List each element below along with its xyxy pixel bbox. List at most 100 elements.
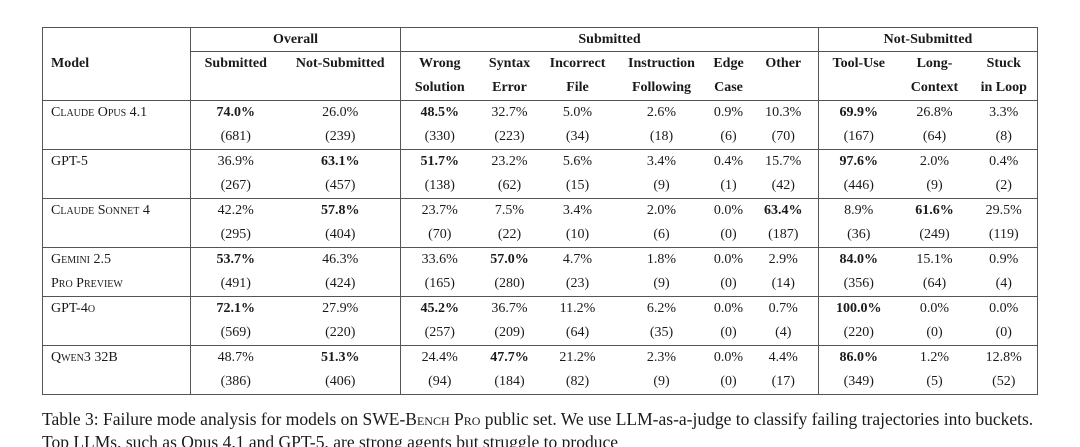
value: (220) bbox=[325, 325, 356, 340]
cell-line: (1) bbox=[712, 174, 746, 198]
value: 4.7% bbox=[562, 252, 593, 267]
cell-line: (0) bbox=[712, 272, 746, 296]
data-cell: 72.1% (569) bbox=[191, 297, 281, 346]
cell-line: (446) bbox=[822, 174, 896, 198]
value: 24.4% bbox=[421, 350, 458, 365]
cell-line: 5.0% bbox=[544, 101, 612, 125]
value: 4.4% bbox=[768, 350, 798, 365]
cell-line: 0.9% bbox=[974, 248, 1035, 272]
bold-value: 72.1% bbox=[216, 301, 256, 316]
bold-value: 47.7% bbox=[490, 350, 529, 365]
cell-line: (17) bbox=[752, 370, 816, 394]
data-cell: 8.9% (36) bbox=[819, 199, 899, 248]
value: 6.2% bbox=[646, 301, 677, 316]
header-line: Following bbox=[631, 80, 692, 95]
cell-line: 6.2% bbox=[618, 297, 706, 321]
value: 0.4% bbox=[989, 154, 1019, 169]
value: (239) bbox=[325, 129, 356, 144]
value: (5) bbox=[926, 374, 943, 389]
cell-line: 0.0% bbox=[712, 297, 746, 321]
cell-line: 2.0% bbox=[618, 199, 706, 223]
data-cell: 69.9% (167) bbox=[819, 101, 899, 150]
cell-line: (406) bbox=[284, 370, 398, 394]
data-cell: 0.0% (0) bbox=[709, 199, 749, 248]
cell-line: 36.9% bbox=[194, 150, 278, 174]
value: (23) bbox=[565, 276, 590, 291]
header-line: Not-Submitted bbox=[295, 56, 385, 71]
bold-value: 53.7% bbox=[216, 252, 256, 267]
data-cell: 36.9% (267) bbox=[191, 150, 281, 199]
data-cell: 0.0% (0) bbox=[709, 248, 749, 297]
cell-line: (424) bbox=[284, 272, 398, 296]
model-cell: GPT-4o bbox=[42, 296, 191, 346]
data-cell: 0.0% (0) bbox=[970, 296, 1038, 346]
cell-line: 0.0% bbox=[902, 297, 968, 321]
value: (681) bbox=[220, 129, 251, 144]
model-cell: Gemini 2.5 Pro Preview bbox=[42, 247, 191, 297]
model-name: Gemini 2.5 bbox=[51, 252, 111, 267]
cell-line: 5.6% bbox=[544, 150, 612, 174]
data-cell: 6.2% (35) bbox=[615, 297, 709, 346]
cell-line: 8.9% bbox=[822, 199, 896, 223]
value: (15) bbox=[565, 178, 590, 193]
bold-value: 100.0% bbox=[836, 301, 882, 316]
cell-line: 97.6% bbox=[822, 150, 896, 174]
value: 26.0% bbox=[322, 105, 359, 120]
value: 7.5% bbox=[494, 203, 525, 218]
data-cell: 4.4% (17) bbox=[748, 345, 819, 395]
cell-line: 69.9% bbox=[822, 101, 896, 125]
column-header: Submitted bbox=[191, 52, 281, 101]
cell-line: 51.3% bbox=[284, 346, 398, 370]
cell-line: 0.4% bbox=[712, 150, 746, 174]
header-line: Case bbox=[714, 80, 743, 95]
bold-value: 57.0% bbox=[490, 252, 529, 267]
cell-line: (5) bbox=[902, 370, 968, 394]
column-header: Not-Submitted bbox=[280, 51, 401, 101]
data-cell: 3.4% (10) bbox=[541, 199, 615, 248]
data-cell: 57.8% (404) bbox=[280, 198, 401, 248]
cell-line: 2.9% bbox=[752, 248, 816, 272]
value: (330) bbox=[424, 129, 455, 144]
cell-line: (6) bbox=[618, 223, 706, 247]
cell-line: 47.7% bbox=[482, 346, 538, 370]
cell-line: 4.7% bbox=[544, 248, 612, 272]
cell-line: 33.6% bbox=[404, 248, 476, 272]
header-line: Long- bbox=[916, 56, 953, 71]
data-cell: 0.0% (0) bbox=[899, 297, 971, 346]
data-cell: 63.4% (187) bbox=[748, 198, 819, 248]
value: (9) bbox=[926, 178, 943, 193]
cell-line: (64) bbox=[544, 321, 612, 345]
cell-line: (64) bbox=[902, 272, 968, 296]
data-cell: 4.7% (23) bbox=[541, 248, 615, 297]
cell-line: 0.0% bbox=[712, 248, 746, 272]
bold-value: 51.3% bbox=[321, 350, 360, 365]
data-cell: 33.6% (165) bbox=[401, 248, 479, 297]
cell-line: (295) bbox=[194, 223, 278, 247]
column-header: Instruction Following bbox=[615, 52, 709, 101]
cell-line: (9) bbox=[902, 174, 968, 198]
cell-line: (22) bbox=[482, 223, 538, 247]
data-cell: 45.2% (257) bbox=[401, 297, 479, 346]
value: 26.8% bbox=[916, 105, 953, 120]
cell-line: (62) bbox=[482, 174, 538, 198]
cell-line: (457) bbox=[284, 174, 398, 198]
column-header: Stuck in Loop bbox=[970, 51, 1038, 101]
cell-line: 3.4% bbox=[618, 150, 706, 174]
value: 21.2% bbox=[559, 350, 596, 365]
value: 5.6% bbox=[562, 154, 593, 169]
cell-line: (70) bbox=[404, 223, 476, 247]
bold-value: 86.0% bbox=[839, 350, 879, 365]
value: 5.0% bbox=[562, 105, 593, 120]
data-cell: 5.0% (34) bbox=[541, 101, 615, 150]
column-header: Long- Context bbox=[899, 52, 971, 101]
value: (404) bbox=[325, 227, 356, 242]
group-header: Submitted bbox=[400, 27, 819, 52]
value: 0.0% bbox=[713, 203, 744, 218]
value: (82) bbox=[565, 374, 590, 389]
table-row: Qwen3 32B 48.7% (386) 51.3% (406) 24.4% (94) 47… bbox=[42, 345, 1038, 395]
group-header: Not-Submitted bbox=[818, 27, 1038, 52]
cell-line: (4) bbox=[974, 272, 1035, 296]
cell-line: 27.9% bbox=[284, 297, 398, 321]
data-cell: 53.7% (491) bbox=[191, 248, 281, 297]
data-cell: 15.1% (64) bbox=[899, 248, 971, 297]
